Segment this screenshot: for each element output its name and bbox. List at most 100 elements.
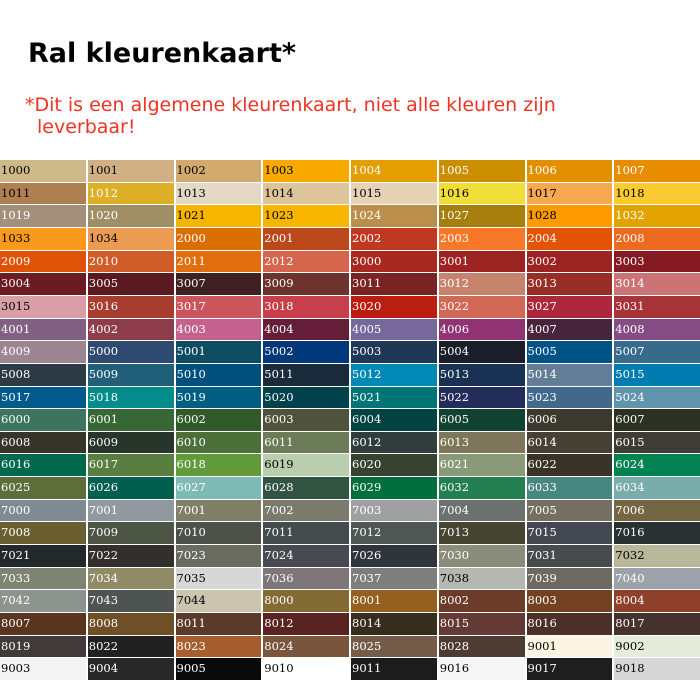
- color-swatch-1024: 1024: [351, 205, 437, 227]
- disclaimer-line-1: *Dit is een algemene kleurenkaart, niet …: [25, 94, 556, 116]
- color-swatch-5009: 5009: [87, 363, 174, 386]
- color-swatch-3015: 3015: [0, 295, 86, 318]
- color-swatch-1016: 1016: [438, 182, 525, 205]
- color-swatch-6020: 6020: [351, 454, 437, 477]
- color-swatch-1015: 1015: [351, 182, 437, 205]
- color-swatch-5007: 5007: [614, 341, 700, 363]
- color-swatch-3027: 3027: [526, 295, 613, 318]
- color-swatch-3007: 3007: [175, 273, 262, 295]
- color-swatch-2011: 2011: [175, 250, 262, 273]
- color-swatch-3013: 3013: [526, 273, 613, 295]
- color-swatch-2002: 2002: [351, 227, 437, 250]
- color-swatch-7033: 7033: [0, 567, 86, 590]
- color-swatch-3018: 3018: [263, 295, 349, 318]
- color-swatch-9001: 9001: [526, 635, 613, 658]
- color-swatch-4003: 4003: [175, 318, 262, 341]
- color-swatch-6002: 6002: [175, 409, 262, 431]
- color-swatch-6025: 6025: [0, 477, 86, 499]
- color-swatch-6009: 6009: [87, 431, 174, 454]
- color-swatch-8028: 8028: [438, 635, 525, 658]
- color-swatch-7044: 7044: [175, 590, 262, 613]
- color-swatch-7003: 7003: [351, 499, 437, 522]
- color-swatch-7006: 7006: [614, 499, 700, 522]
- color-swatch-3004: 3004: [0, 273, 86, 295]
- color-swatch-7035: 7035: [175, 567, 262, 590]
- color-swatch-2000: 2000: [175, 227, 262, 250]
- color-swatch-7038: 7038: [438, 567, 525, 590]
- color-swatch-6000: 6000: [0, 409, 86, 431]
- color-swatch-7026: 7026: [351, 545, 437, 567]
- ral-color-grid: 1000 1001 1002 1003 1004 1005 1006 1007 1011 1012…: [0, 160, 700, 680]
- color-swatch-7021: 7021: [0, 545, 86, 567]
- color-swatch-9005: 9005: [175, 658, 262, 680]
- color-swatch-7016: 7016: [614, 522, 700, 545]
- color-swatch-1002: 1002: [175, 160, 262, 182]
- color-swatch-6029: 6029: [351, 477, 437, 499]
- color-swatch-5019: 5019: [175, 386, 262, 409]
- color-swatch-4009: 4009: [0, 341, 86, 363]
- color-swatch-2001: 2001: [263, 227, 349, 250]
- color-swatch-3001: 3001: [438, 250, 525, 273]
- color-swatch-3009: 3009: [263, 273, 349, 295]
- color-swatch-3022: 3022: [438, 295, 525, 318]
- color-swatch-4008: 4008: [614, 318, 700, 341]
- color-swatch-8015: 8015: [438, 613, 525, 635]
- color-swatch-5015: 5015: [614, 363, 700, 386]
- color-swatch-6017: 6017: [87, 454, 174, 477]
- color-swatch-3014: 3014: [614, 273, 700, 295]
- color-swatch-1033: 1033: [0, 227, 86, 250]
- color-swatch-7011: 7011: [263, 522, 349, 545]
- color-swatch-6005: 6005: [438, 409, 525, 431]
- color-swatch-6022: 6022: [526, 454, 613, 477]
- color-swatch-7002: 7002: [263, 499, 349, 522]
- color-swatch-6024: 6024: [614, 454, 700, 477]
- color-swatch-5000: 5000: [87, 341, 174, 363]
- color-swatch-3020: 3020: [351, 295, 437, 318]
- color-swatch-7009: 7009: [87, 522, 174, 545]
- color-swatch-4005: 4005: [351, 318, 437, 341]
- color-swatch-5013: 5013: [438, 363, 525, 386]
- color-swatch-5012: 5012: [351, 363, 437, 386]
- color-swatch-1034: 1034: [87, 227, 174, 250]
- color-swatch-4004: 4004: [263, 318, 349, 341]
- color-swatch-5017: 5017: [0, 386, 86, 409]
- color-swatch-1028: 1028: [526, 205, 613, 227]
- color-swatch-8004: 8004: [614, 590, 700, 613]
- color-swatch-5022: 5022: [438, 386, 525, 409]
- color-swatch-8012: 8012: [263, 613, 349, 635]
- disclaimer-line-2: leverbaar!: [37, 116, 136, 138]
- color-swatch-5005: 5005: [526, 341, 613, 363]
- color-swatch-9016: 9016: [438, 658, 525, 680]
- color-swatch-5021: 5021: [351, 386, 437, 409]
- color-swatch-8024: 8024: [263, 635, 349, 658]
- color-swatch-1011: 1011: [0, 182, 86, 205]
- color-swatch-7022: 7022: [87, 545, 174, 567]
- color-swatch-3000: 3000: [351, 250, 437, 273]
- color-swatch-2003: 2003: [438, 227, 525, 250]
- color-swatch-6010: 6010: [175, 431, 262, 454]
- color-swatch-3016: 3016: [87, 295, 174, 318]
- color-swatch-7010: 7010: [175, 522, 262, 545]
- color-swatch-6001: 6001: [87, 409, 174, 431]
- color-swatch-8019: 8019: [0, 635, 86, 658]
- color-swatch-1032: 1032: [614, 205, 700, 227]
- color-swatch-6021: 6021: [438, 454, 525, 477]
- color-swatch-3017: 3017: [175, 295, 262, 318]
- color-swatch-8003: 8003: [526, 590, 613, 613]
- color-swatch-8007: 8007: [0, 613, 86, 635]
- color-swatch-7004: 7004: [438, 499, 525, 522]
- color-swatch-8025: 8025: [351, 635, 437, 658]
- color-swatch-3011: 3011: [351, 273, 437, 295]
- color-swatch-8023: 8023: [175, 635, 262, 658]
- color-swatch-6014: 6014: [526, 431, 613, 454]
- color-swatch-7042: 7042: [0, 590, 86, 613]
- color-swatch-8001: 8001: [351, 590, 437, 613]
- color-swatch-9004: 9004: [87, 658, 174, 680]
- color-swatch-6015: 6015: [614, 431, 700, 454]
- color-swatch-9010: 9010: [263, 658, 349, 680]
- color-swatch-5004: 5004: [438, 341, 525, 363]
- color-swatch-6004: 6004: [351, 409, 437, 431]
- color-swatch-1014: 1014: [263, 182, 349, 205]
- color-swatch-7037: 7037: [351, 567, 437, 590]
- color-swatch-4007: 4007: [526, 318, 613, 341]
